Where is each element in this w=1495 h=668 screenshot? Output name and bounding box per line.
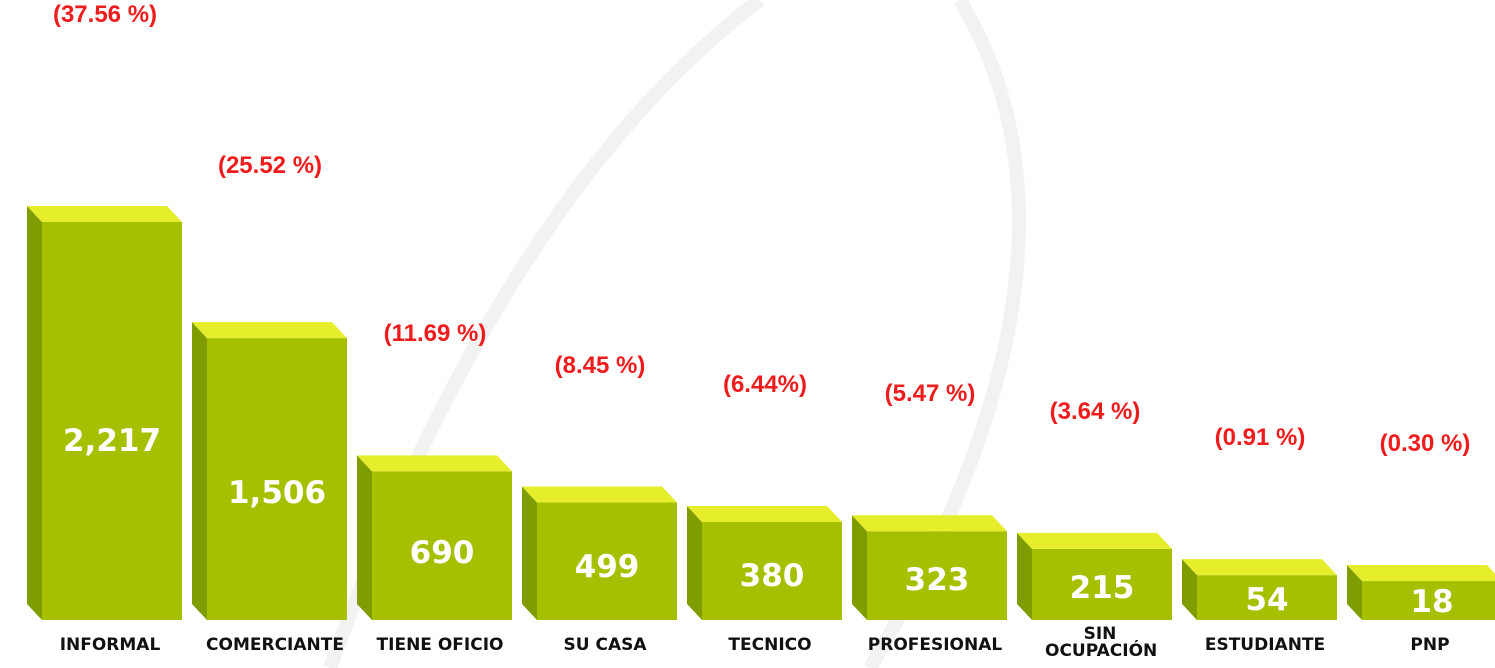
value-label: 499 — [574, 549, 640, 586]
bar-side — [1182, 559, 1197, 620]
bar-side — [192, 322, 207, 620]
bar-side — [687, 505, 702, 620]
x-tick-label: PNP — [1410, 635, 1450, 655]
value-label: 323 — [904, 562, 970, 599]
bar — [372, 471, 512, 620]
percent-label: (3.64 %) — [1049, 397, 1141, 425]
x-tick-label: ESTUDIANTE — [1204, 635, 1326, 655]
value-label: 2,217 — [62, 422, 162, 459]
bar-side — [1347, 565, 1362, 620]
bar — [1362, 581, 1495, 620]
bar — [1197, 575, 1337, 620]
value-label: 690 — [409, 535, 475, 572]
bar-top — [852, 515, 1007, 532]
bar — [537, 502, 677, 620]
bar-side — [357, 455, 372, 620]
bar-top — [1347, 565, 1495, 582]
bar-top — [522, 486, 677, 503]
percent-label: (0.91 %) — [1214, 424, 1306, 452]
bar-side — [852, 515, 867, 620]
percent-label: (5.47 %) — [884, 380, 976, 408]
bar — [702, 521, 842, 620]
x-tick-label: INFORMAL — [59, 635, 161, 655]
bar-top — [27, 206, 182, 222]
bar — [42, 222, 182, 620]
bar-side — [1017, 532, 1032, 620]
value-label: 18 — [1410, 584, 1454, 621]
x-tick-label: TIENE OFICIO — [376, 635, 504, 655]
bar-side — [27, 206, 42, 620]
bar-top — [357, 455, 512, 472]
percent-label: (25.52 %) — [217, 152, 323, 180]
value-label: 380 — [739, 557, 805, 594]
bar — [867, 531, 1007, 620]
bar — [207, 338, 347, 620]
x-tick-label: PROFESIONAL — [867, 635, 1003, 655]
value-label: 54 — [1245, 581, 1289, 618]
bar-top — [687, 505, 842, 522]
x-tick-label: COMERCIANTE — [206, 635, 344, 655]
bar-top — [192, 322, 347, 339]
percent-label: (11.69 %) — [383, 320, 487, 348]
value-label: 215 — [1069, 570, 1135, 606]
bar — [1032, 548, 1172, 620]
x-tick-label: TECNICO — [728, 635, 812, 655]
x-tick-label: SIN OCUPACIÓN — [1045, 624, 1158, 661]
bar-top — [1017, 532, 1172, 549]
percent-label: (0.30 %) — [1379, 430, 1471, 458]
percent-label: (37.56 %) — [52, 1, 158, 28]
bar-top — [1182, 559, 1337, 576]
bar-side — [522, 486, 537, 620]
value-label: 1,506 — [227, 475, 327, 512]
x-tick-label: SU CASA — [563, 635, 647, 655]
percent-label: (8.45 %) — [554, 351, 646, 379]
percent-label: (6.44%) — [722, 370, 808, 398]
